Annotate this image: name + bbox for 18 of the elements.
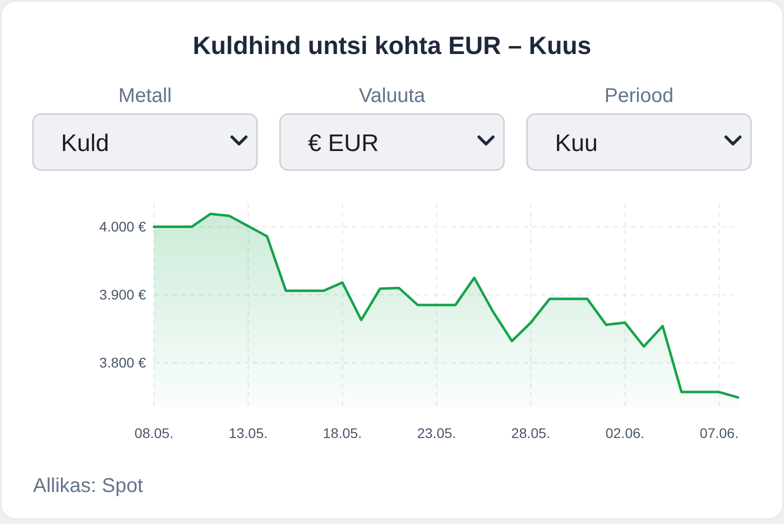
text: € EUR bbox=[308, 130, 379, 157]
x-tick-label: 28.05. bbox=[511, 425, 550, 441]
x-tick-label: 07.06. bbox=[700, 425, 739, 441]
text: Metall bbox=[118, 85, 172, 107]
x-tick-label: 08.05. bbox=[134, 425, 174, 441]
x-tick-label: 23.05. bbox=[417, 425, 456, 441]
y-tick-label: 3.900 € bbox=[99, 286, 146, 303]
chart-title: Kuldhind untsi kohta EUR – Kuus bbox=[192, 32, 592, 60]
text: Kuu bbox=[555, 130, 598, 157]
text: Valuuta bbox=[358, 85, 426, 107]
y-tick-label: 3.800 € bbox=[99, 354, 146, 371]
x-tick-label: 18.05. bbox=[322, 425, 362, 441]
x-tick-label: 13.05. bbox=[228, 425, 268, 441]
text: Allikas: Spot bbox=[33, 475, 144, 497]
text: Periood bbox=[604, 85, 674, 107]
y-tick-label: 4.000 € bbox=[99, 218, 146, 235]
text: Kuld bbox=[61, 130, 110, 157]
x-tick-label: 02.06. bbox=[606, 425, 644, 441]
